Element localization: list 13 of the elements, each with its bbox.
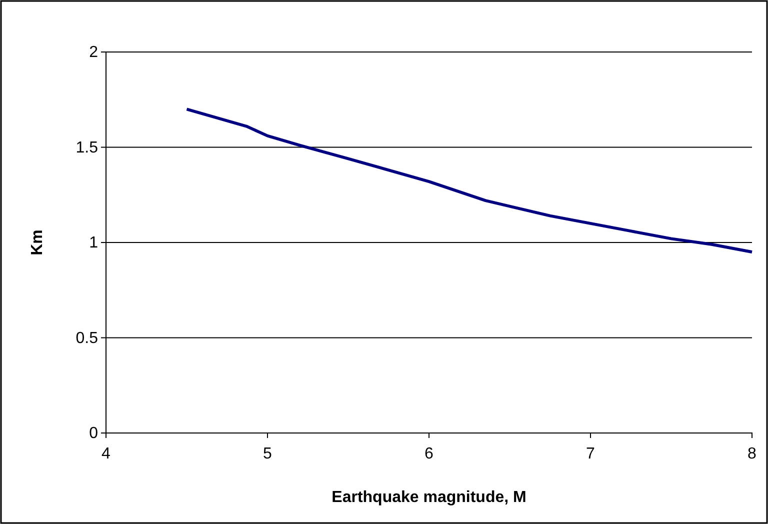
x-tick-label: 4 (102, 446, 111, 463)
y-tick-label: 1.5 (76, 139, 98, 156)
y-axis-title: Km (29, 230, 46, 256)
x-tick-label: 7 (586, 446, 596, 463)
line-series (185, 108, 754, 254)
y-tick-label: 0.5 (76, 330, 98, 347)
y-tick-label: 2 (89, 44, 98, 62)
x-axis-title: Earthquake magnitude, M (332, 489, 526, 506)
x-tick-label: 8 (748, 446, 757, 463)
y-tick-label: 0 (89, 425, 98, 442)
x-tick-label: 6 (424, 446, 434, 463)
y-tick-label: 1 (89, 234, 98, 252)
x-tick-label: 5 (263, 446, 272, 463)
